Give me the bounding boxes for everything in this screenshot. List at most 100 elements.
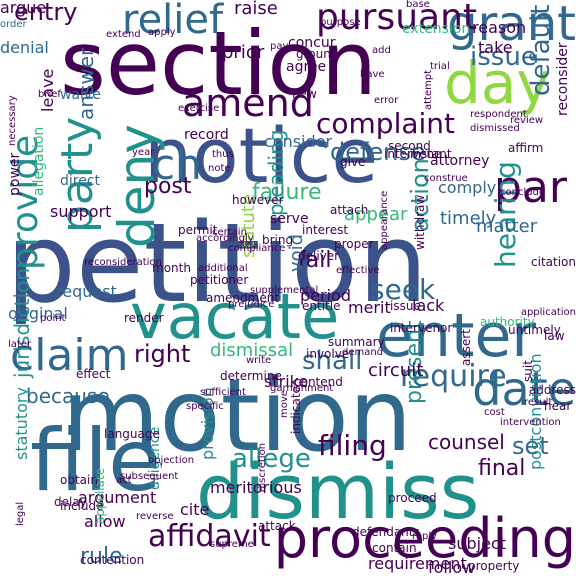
word-prejudice: prejudice <box>228 299 275 310</box>
word-meritorious: meritorious <box>210 478 302 497</box>
word-contention: contention <box>80 553 145 567</box>
word-later: later <box>8 339 32 350</box>
word-concur: concur <box>288 35 336 51</box>
word-file: file <box>30 411 161 511</box>
word-pay: pay <box>270 41 289 52</box>
word-garnishment: garnishment <box>270 383 334 394</box>
word-new: new <box>292 87 317 101</box>
word-statutory: statutory <box>12 387 31 460</box>
word-have: have <box>360 69 385 80</box>
word-permit: permit <box>178 223 218 237</box>
word-consider: consider <box>264 132 333 151</box>
word-involve: involve <box>306 347 350 361</box>
word-lack: lack <box>412 296 445 315</box>
word-extend: extend <box>106 29 141 40</box>
word-property: property <box>468 559 520 573</box>
word-merit: merit <box>348 298 391 317</box>
word-conclude: conclude <box>500 187 546 198</box>
word-attempt: attempt <box>423 69 434 110</box>
word-objection: objection <box>148 455 195 466</box>
word-interest: interest <box>302 223 349 237</box>
word-intervention: intervention <box>500 417 561 428</box>
word-par: par <box>494 162 567 213</box>
word-shall: shall <box>302 346 363 376</box>
word-intervene: intervene <box>384 147 442 161</box>
word-point: point <box>40 313 66 324</box>
word-original: original <box>8 304 68 323</box>
word-circuit: circuit <box>368 360 424 381</box>
word-provision: provision <box>198 387 217 460</box>
word-withdraw: withdraw <box>413 194 427 250</box>
word-serve: serve <box>270 211 309 227</box>
word-error: error <box>374 95 399 106</box>
word-necessary: necessary <box>7 95 18 146</box>
word-prior: prior <box>222 42 265 63</box>
word-second: second <box>388 139 431 153</box>
word-claim: claim <box>10 330 129 381</box>
word-result: result <box>524 397 553 408</box>
word-determine: determine <box>220 369 282 383</box>
word-sufficient: sufficient <box>200 387 246 398</box>
word-act: act <box>116 475 132 486</box>
word-appearance: appearance <box>379 190 390 250</box>
word-right: right <box>134 340 191 368</box>
word-reconsideration: reconsideration <box>84 257 162 268</box>
word-reason: reason <box>472 18 527 37</box>
word-note: note <box>208 163 231 174</box>
word-defendants: defendants <box>352 525 420 539</box>
word-final: final <box>478 456 526 481</box>
word-waive: waive <box>60 87 101 103</box>
word-require: require <box>400 359 507 394</box>
word-include: include <box>60 499 104 513</box>
word-date: date <box>472 362 576 416</box>
word-delay: delay <box>54 495 87 509</box>
word-proceed: proceed <box>388 491 437 505</box>
word-failure: failure <box>252 180 322 205</box>
word-section: section <box>60 12 377 115</box>
word-argument: argument <box>78 488 157 507</box>
word-reply: reply <box>412 531 438 542</box>
word-hear: hear <box>544 399 572 413</box>
word-deliver: deliver <box>298 249 340 263</box>
word-notice: notice <box>144 111 379 200</box>
word-issue: issue <box>470 42 537 72</box>
word-filing: filing <box>318 429 387 462</box>
word-move: move <box>279 390 290 418</box>
word-post: post <box>144 174 192 199</box>
word-ground: ground <box>296 47 339 61</box>
word-additional: additional <box>198 263 248 274</box>
word-entry: entry <box>14 0 78 26</box>
word-because: because <box>26 384 110 408</box>
word-year: year <box>132 147 155 158</box>
word-legal: legal <box>15 501 26 526</box>
word-summary: summary <box>328 335 385 349</box>
word-power: power <box>7 152 23 196</box>
word-affirm: affirm <box>508 141 544 155</box>
word-grant: grant <box>447 0 576 52</box>
word-dismissed: dismissed <box>470 123 520 134</box>
word-agree: agree <box>286 59 327 75</box>
word-attach: attach <box>330 203 369 217</box>
word-effective: effective <box>336 265 380 276</box>
word-base: base <box>406 0 430 10</box>
word-demand: demand <box>342 347 384 358</box>
word-contain: contain <box>372 541 417 555</box>
word-review: review <box>510 115 544 126</box>
word-request: request <box>56 282 117 301</box>
word-application: application <box>520 307 576 318</box>
word-petition: petition <box>6 199 428 327</box>
word-thus: thus <box>212 149 234 160</box>
word-defense: defense <box>330 138 426 166</box>
word-allege: allege <box>232 444 311 474</box>
word-comply: comply <box>438 178 497 197</box>
word-counsel: counsel <box>428 430 505 454</box>
word-certain: certain <box>212 227 247 238</box>
word-contend: contend <box>294 375 343 389</box>
word-appellate: appellate <box>93 467 107 524</box>
word-dismissal: dismissal <box>210 340 294 361</box>
word-respondent: respondent <box>470 109 527 120</box>
word-amend: amend <box>182 81 314 125</box>
word-motion: motion <box>62 357 413 474</box>
word-discretion: discretion <box>257 442 268 492</box>
word-language: language <box>104 427 160 441</box>
